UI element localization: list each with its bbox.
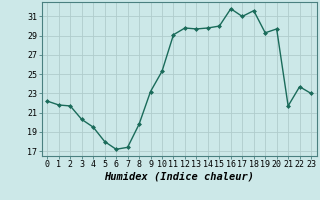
X-axis label: Humidex (Indice chaleur): Humidex (Indice chaleur)	[104, 172, 254, 182]
